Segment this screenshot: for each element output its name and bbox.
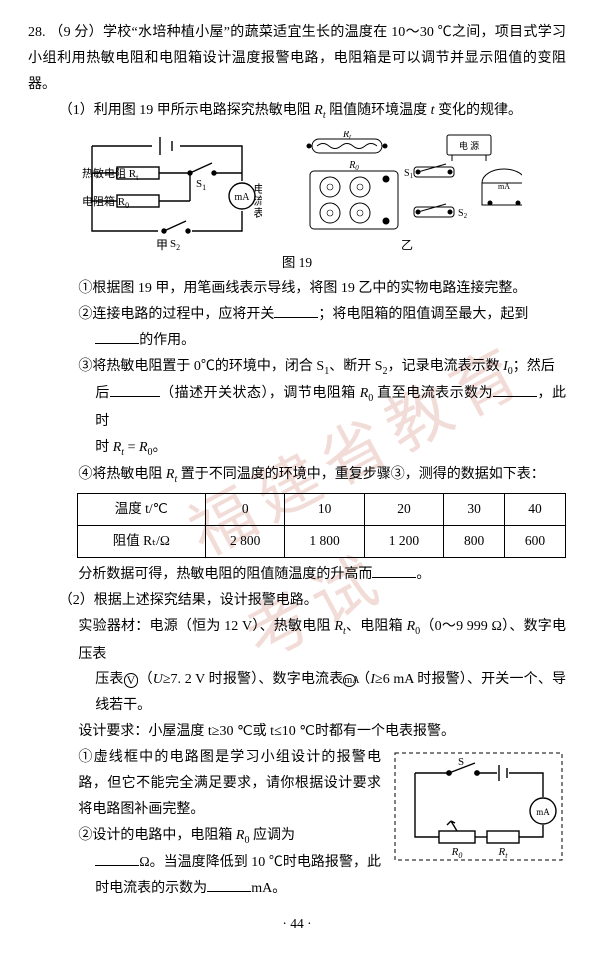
blank-5 [372,564,416,578]
svg-text:S1: S1 [404,168,414,180]
table-header: 阻值 Rₜ/Ω [77,526,205,558]
table-header: 温度 t/℃ [77,494,205,526]
blank-1 [274,304,318,318]
svg-text:S1: S1 [196,178,206,192]
question-number: 28. [28,25,46,40]
ammeter-icon: mA [343,674,356,687]
svg-text:表: 表 [252,206,262,219]
stem-text: 学校“水培种植小屋”的蔬菜适宜生长的温度在 10～30 ℃之间，项目式学习小组利… [28,25,566,92]
page-number: · 44 · [28,912,566,937]
design-req: 设计要求：小屋温度 t≥30 ℃或 t≤10 ℃时都有一个电表报警。 [28,719,566,745]
svg-text:mA: mA [235,192,251,203]
figure-19-left: mA 电 流 表 热敏电阻 Rt 电阻箱 R0 S1 S2 甲 [72,131,262,251]
blank-6 [95,852,139,866]
svg-text:mA: mA [498,182,510,191]
step-3c: 时 Rt = R0。 [28,435,566,462]
blank-3 [110,383,160,397]
figure-circuit-2: S mA R0 Rt [391,749,566,864]
figure-19-caption: 图 19 [28,251,566,276]
svg-text:热敏电阻 Rt: 热敏电阻 Rt [82,166,139,182]
svg-text:流: 流 [252,194,262,206]
step-4: ④将热敏电阻 Rt 置于不同温度的环境中，重复步骤③，测得的数据如下表： [28,462,566,489]
svg-text:电: 电 [252,183,262,194]
figure-19-right: 电 源 mA Rt R0 [292,131,522,251]
svg-text:乙: 乙 [401,238,413,251]
svg-text:Rt: Rt [498,846,509,860]
step-1: ①根据图 19 甲，用笔画线表示导线，将图 19 乙中的实物电路连接完整。 [28,276,566,302]
svg-text:S: S [458,756,464,768]
part1-intro: （1）利用图 19 甲所示电路探究热敏电阻 Rt 阻值随环境温度 t 变化的规律… [28,98,566,125]
svg-text:R0: R0 [451,846,463,860]
svg-text:电 源: 电 源 [459,140,479,151]
points: （9 分） [49,25,103,40]
svg-text:电阻箱 R0: 电阻箱 R0 [82,194,129,210]
step-2: ②连接电路的过程中，应将开关；将电阻箱的阻值调至最大，起到 [28,302,566,328]
step-3b: 后（描述开关状态），调节电阻箱 R0 直至电流表示数为，此时 [28,381,566,434]
svg-text:mA: mA [536,807,550,817]
figure-19: mA 电 流 表 热敏电阻 Rt 电阻箱 R0 S1 S2 甲 电 源 mA R… [28,131,566,251]
analysis: 分析数据可得，热敏电阻的阻值随温度的升高而。 [28,562,566,588]
svg-text:S2: S2 [458,208,468,220]
question-stem: 28. （9 分）学校“水培种植小屋”的蔬菜适宜生长的温度在 10～30 ℃之间… [28,20,566,98]
svg-text:甲: 甲 [156,238,168,251]
svg-text:Rt: Rt [342,131,352,141]
data-table: 温度 t/℃ 0 10 20 30 40 阻值 Rₜ/Ω 2 800 1 800… [77,493,566,558]
part2-equip: 实验器材：电源（恒为 12 V）、热敏电阻 Rt、电阻箱 R0（0～9 999 … [28,614,566,667]
table-row: 温度 t/℃ 0 10 20 30 40 [77,494,565,526]
blank-7 [207,878,251,892]
part2-equip-2: 压表V（U≥7. 2 V 时报警）、数字电流表mA（I≥6 mA 时报警）、开关… [28,667,566,719]
blank-4 [493,383,537,397]
svg-text:R0: R0 [348,160,359,172]
blank-2 [95,330,139,344]
table-row: 阻值 Rₜ/Ω 2 800 1 800 1 200 800 600 [77,526,565,558]
part2-intro: （2）根据上述探究结果，设计报警电路。 [28,588,566,614]
question-28: 28. （9 分）学校“水培种植小屋”的蔬菜适宜生长的温度在 10～30 ℃之间… [28,20,566,937]
step-3: ③将热敏电阻置于 0℃的环境中，闭合 S1、断开 S2，记录电流表示数 I0；然… [28,354,566,381]
svg-text:S2: S2 [170,238,180,251]
voltmeter-icon: V [124,673,139,688]
step-2b: 的作用。 [28,328,566,354]
